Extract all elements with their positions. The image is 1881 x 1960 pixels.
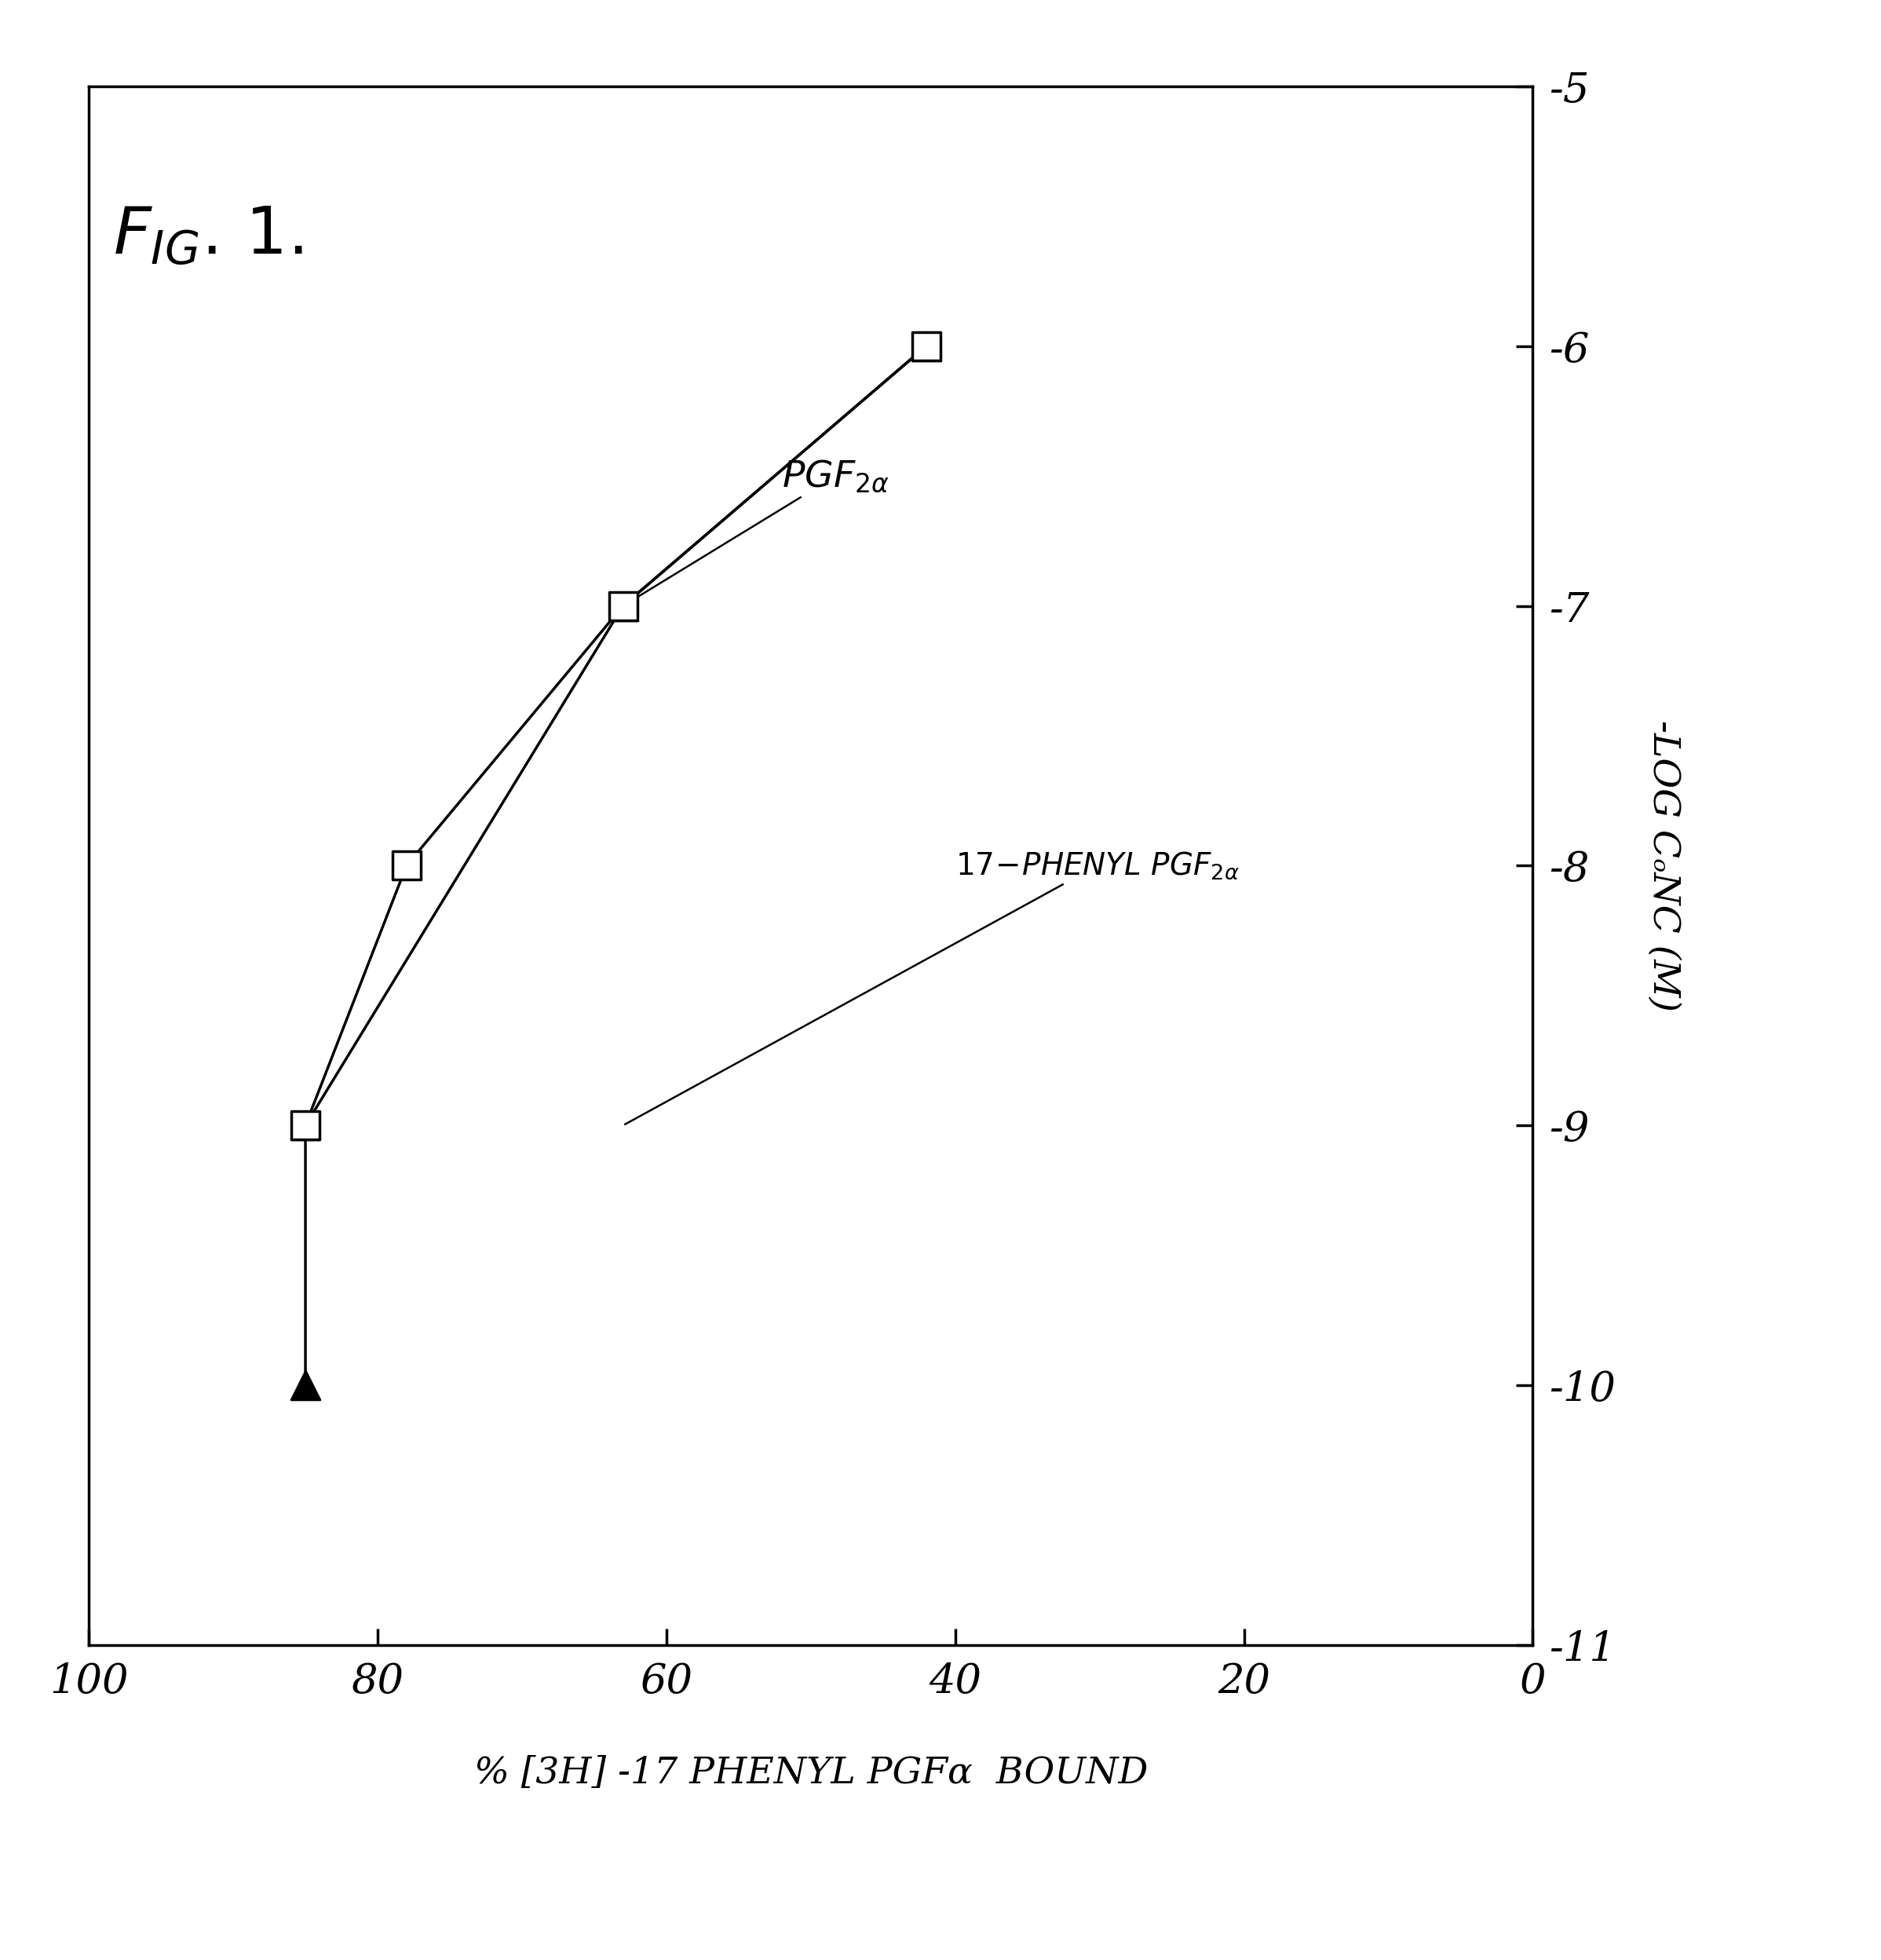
Text: $17\!-\!PHENYL\ PGF_{2\alpha}$: $17\!-\!PHENYL\ PGF_{2\alpha}$	[624, 851, 1240, 1125]
Point	[910, 331, 940, 363]
Point	[608, 590, 638, 621]
Point	[608, 590, 638, 621]
Point	[290, 1109, 320, 1141]
X-axis label: % [3H] -17 PHENYL PGFα  BOUND: % [3H] -17 PHENYL PGFα BOUND	[474, 1756, 1147, 1791]
Point	[391, 851, 421, 882]
Point	[290, 1109, 320, 1141]
Text: $PGF_{2\alpha}$: $PGF_{2\alpha}$	[624, 459, 890, 606]
Text: $\mathit{F_{IG}.\,1.}$: $\mathit{F_{IG}.\,1.}$	[113, 206, 303, 269]
Point	[290, 1370, 320, 1401]
Y-axis label: -LOG CₒNC (M): -LOG CₒNC (M)	[1646, 719, 1682, 1011]
Point	[910, 331, 940, 363]
